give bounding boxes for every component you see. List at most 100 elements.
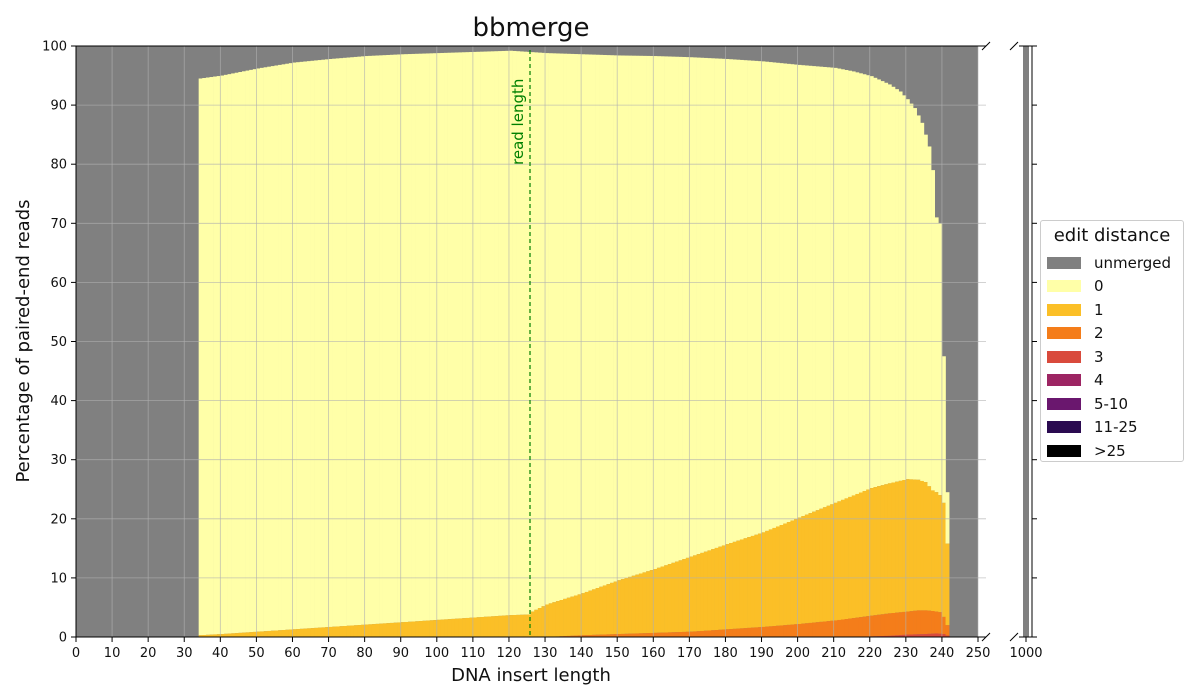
bar-edit-0 bbox=[628, 55, 632, 577]
bar-edit-2 bbox=[588, 634, 593, 637]
x-tick-label: 80 bbox=[356, 646, 373, 661]
bar-edit-0 bbox=[545, 53, 549, 605]
bar-edit-0 bbox=[202, 78, 207, 636]
bar-edit-1 bbox=[541, 606, 546, 637]
bar-edit-1 bbox=[288, 629, 293, 637]
bar-edit-1 bbox=[732, 541, 737, 629]
bar-edit-2 bbox=[934, 611, 939, 634]
bar-edit-1 bbox=[270, 630, 275, 637]
bar-edit-1 bbox=[519, 614, 524, 637]
bar-edit-0 bbox=[570, 53, 575, 597]
bar-edit-1 bbox=[342, 626, 347, 637]
bar-edit-2 bbox=[689, 631, 694, 637]
legend-title: edit distance bbox=[1053, 225, 1171, 246]
bar-edit-1 bbox=[837, 501, 842, 620]
x-tick-label: 130 bbox=[533, 646, 558, 661]
bar-edit-0 bbox=[801, 65, 806, 517]
bar-edit-1 bbox=[205, 634, 210, 637]
bar-edit-1 bbox=[707, 550, 712, 631]
bar-edit-2 bbox=[786, 624, 791, 637]
legend-label: 1 bbox=[1094, 300, 1104, 319]
x-tick-label: 170 bbox=[677, 646, 702, 661]
bar-edit-0 bbox=[602, 54, 607, 586]
bar-edit-1 bbox=[379, 623, 383, 637]
bar-edit-2 bbox=[913, 610, 917, 635]
bar-edit-1 bbox=[898, 480, 903, 613]
bar-edit-1 bbox=[913, 479, 917, 611]
bars-group bbox=[76, 46, 1029, 637]
bar-edit-0 bbox=[747, 60, 751, 538]
bar-edit-0 bbox=[411, 53, 416, 622]
legend-item: 0 bbox=[1041, 275, 1183, 299]
x-tick-label: 140 bbox=[569, 646, 594, 661]
bar-edit-2 bbox=[837, 619, 842, 637]
bar-edit-1 bbox=[462, 618, 466, 637]
chart-title: bbmerge bbox=[472, 13, 589, 43]
bar-edit-1 bbox=[581, 593, 586, 636]
bar-edit-1 bbox=[902, 480, 907, 612]
bar-edit-1 bbox=[848, 496, 853, 619]
bar-edit-0 bbox=[404, 54, 409, 622]
bar-edit-0 bbox=[858, 73, 863, 493]
bar-edit-3 bbox=[905, 634, 910, 637]
bar-edit-2 bbox=[812, 622, 816, 637]
bar-edit-1 bbox=[335, 626, 340, 637]
bar-edit-2 bbox=[617, 634, 622, 637]
bar-edit-1 bbox=[934, 492, 939, 612]
bar-edit-2 bbox=[664, 632, 669, 637]
bar-edit-1 bbox=[884, 484, 889, 614]
bar-edit-0 bbox=[786, 63, 791, 523]
bar-edit-1 bbox=[216, 634, 221, 637]
y-tick-label: 50 bbox=[50, 335, 67, 350]
bar-edit-0 bbox=[783, 63, 788, 524]
legend-label: 4 bbox=[1094, 371, 1104, 390]
bar-edit-1 bbox=[588, 590, 593, 635]
axis-break-mark bbox=[981, 41, 991, 51]
bar-edit-1 bbox=[747, 537, 751, 628]
bar-edit-3 bbox=[931, 633, 936, 637]
bar-edit-0 bbox=[613, 55, 618, 582]
bar-edit-1 bbox=[555, 601, 560, 637]
bar-edit-2 bbox=[761, 626, 766, 637]
bar-edit-2 bbox=[573, 635, 578, 637]
bar-edit-0 bbox=[739, 59, 744, 540]
bar-edit-0 bbox=[750, 60, 755, 536]
bar-edit-2 bbox=[747, 627, 751, 637]
bar-edit-1 bbox=[678, 560, 683, 633]
bar-edit-2 bbox=[703, 630, 708, 637]
bar-edit-1 bbox=[725, 544, 730, 630]
legend-swatch bbox=[1047, 327, 1081, 340]
bar-edit-0 bbox=[433, 53, 438, 621]
bar-edit-2 bbox=[707, 630, 712, 637]
bar-edit-1 bbox=[826, 505, 831, 622]
bar-edit-2 bbox=[804, 623, 809, 637]
bar-edit-1 bbox=[584, 591, 589, 636]
bar-edit-0 bbox=[920, 122, 925, 481]
bar-edit-2 bbox=[833, 620, 838, 637]
bar-edit-1 bbox=[786, 522, 791, 625]
bar-edit-2 bbox=[840, 619, 845, 637]
bar-edit-1 bbox=[692, 555, 697, 632]
bar-edit-0 bbox=[422, 53, 427, 621]
y-axis-label: Percentage of paired-end reads bbox=[13, 199, 34, 482]
bar-edit-1 bbox=[851, 495, 856, 619]
bar-edit-2 bbox=[599, 634, 604, 637]
bar-edit-0 bbox=[620, 55, 625, 580]
bar-edit-0 bbox=[671, 56, 676, 563]
bar-edit-2 bbox=[624, 633, 629, 637]
bar-edit-2 bbox=[801, 623, 806, 637]
bar-edit-1 bbox=[812, 511, 816, 623]
bar-edit-1 bbox=[303, 628, 308, 637]
bar-edit-1 bbox=[566, 597, 571, 636]
bar-edit-0 bbox=[263, 67, 268, 632]
bar-edit-2 bbox=[822, 621, 827, 637]
bar-edit-1 bbox=[876, 486, 881, 615]
bar-edit-1 bbox=[400, 622, 405, 637]
bar-edit-1 bbox=[238, 632, 243, 637]
bar-edit-1 bbox=[620, 579, 625, 634]
bar-edit-0 bbox=[220, 75, 225, 635]
bar-edit-1 bbox=[368, 624, 373, 637]
bar-edit-2 bbox=[855, 617, 860, 637]
bar-edit-0 bbox=[689, 57, 694, 557]
bar-edit-1 bbox=[548, 603, 553, 637]
